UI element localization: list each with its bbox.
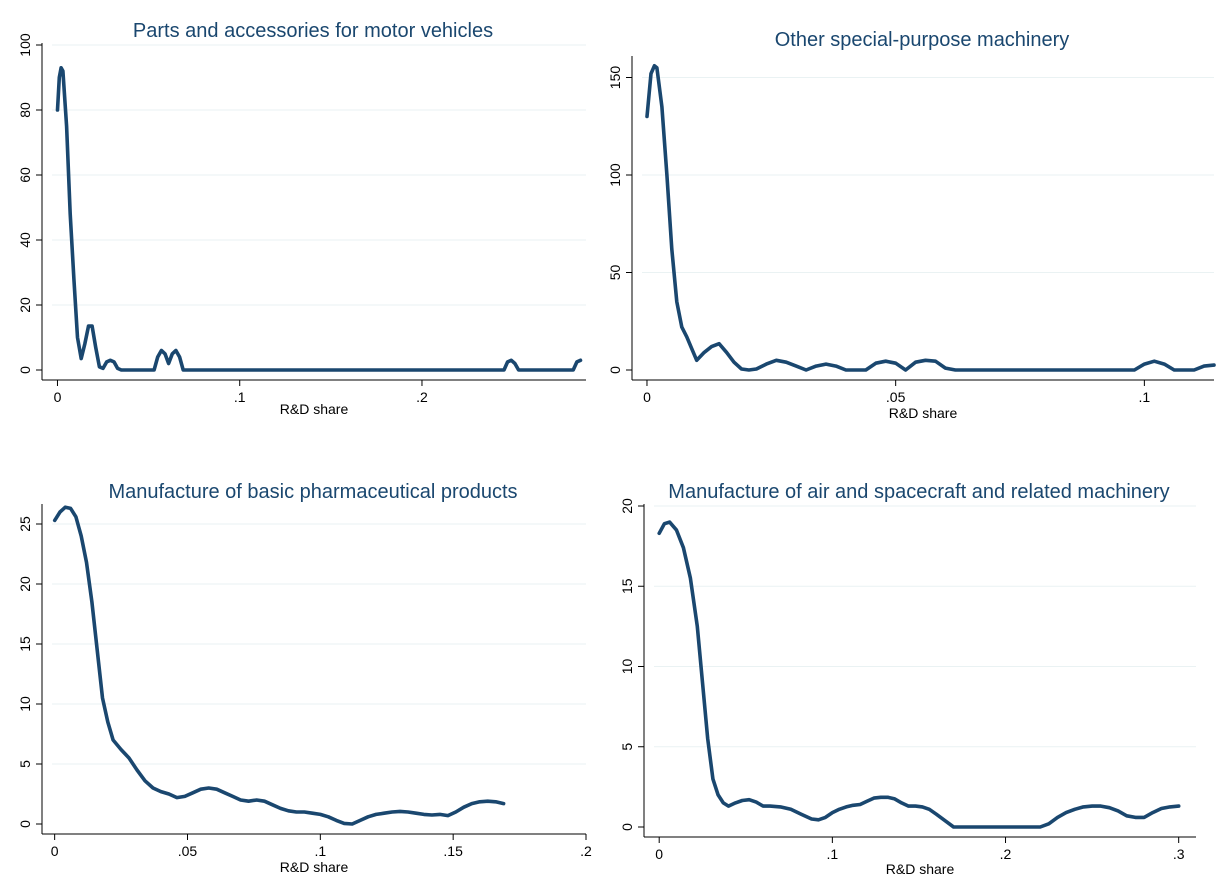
y-tick-label: 0 (17, 366, 33, 374)
x-tick-label: 0 (655, 846, 663, 862)
x-tick-label: .1 (234, 389, 246, 405)
x-axis-label: R&D share (889, 405, 958, 421)
y-tick-label: 15 (17, 636, 33, 652)
x-tick-label: .15 (443, 843, 463, 859)
x-tick-label: .2 (1000, 846, 1012, 862)
y-tick-label: 5 (17, 760, 33, 768)
density-line (657, 520, 1181, 829)
x-axis-label: R&D share (280, 859, 349, 875)
y-tick-label: 10 (17, 696, 33, 712)
y-tick-label: 60 (17, 167, 33, 183)
chart-title: Manufacture of air and spacecraft and re… (668, 481, 1169, 503)
y-tick-label: 25 (17, 516, 33, 532)
chart-panel-3: 0 5 10 15 20 25 0 .05 .1 .15 .2 Manufacture of basi… (0, 458, 596, 890)
y-tick-label: 0 (17, 820, 33, 828)
y-tick-label: 20 (17, 297, 33, 313)
chart-panel-4: 0 5 10 15 20 0 .1 .2 .3 Manufacture of air and sp… (604, 458, 1225, 890)
x-tick-label: .1 (827, 846, 839, 862)
chart-svg-3: 0 5 10 15 20 25 0 .05 .1 .15 .2 Manufacture of basi… (17, 481, 592, 875)
y-tick-label: 20 (619, 498, 635, 514)
y-tick-label: 15 (619, 578, 635, 594)
y-tick-label: 150 (607, 66, 623, 90)
density-line (52, 505, 506, 826)
x-tick-label: 0 (51, 843, 59, 859)
density-line (645, 63, 1216, 372)
x-tick-label: 0 (643, 389, 651, 405)
chart-title: Parts and accessories for motor vehicles (133, 20, 493, 42)
chart-title: Other special-purpose machinery (775, 29, 1070, 51)
y-tick-label: 100 (607, 163, 623, 187)
y-tick-label: 10 (619, 659, 635, 675)
x-tick-label: .3 (1173, 846, 1185, 862)
x-tick-label: .2 (416, 389, 428, 405)
chart-title: Manufacture of basic pharmaceutical prod… (108, 481, 517, 503)
x-axis-label: R&D share (886, 861, 955, 877)
chart-panel-2: 0 50 100 150 0 .05 .1 Other special-purpose mac… (596, 8, 1225, 440)
x-tick-label: .1 (314, 843, 326, 859)
x-tick-label: 0 (54, 389, 62, 405)
chart-svg-4: 0 5 10 15 20 0 .1 .2 .3 Manufacture of air and sp… (619, 481, 1196, 877)
y-tick-label: 0 (619, 823, 635, 831)
y-tick-label: 80 (17, 102, 33, 118)
x-tick-label: .1 (1139, 389, 1151, 405)
x-tick-label: .05 (886, 389, 906, 405)
x-axis-label: R&D share (280, 401, 349, 417)
density-line (55, 66, 583, 372)
x-tick-label: .05 (178, 843, 198, 859)
y-tick-label: 5 (619, 743, 635, 751)
y-tick-label: 100 (17, 33, 33, 57)
chart-svg-2: 0 50 100 150 0 .05 .1 Other special-purpose mac… (607, 29, 1216, 421)
y-tick-label: 50 (607, 265, 623, 281)
y-tick-label: 20 (17, 576, 33, 592)
x-tick-label: .2 (580, 843, 592, 859)
y-tick-label: 40 (17, 232, 33, 248)
y-tick-label: 0 (607, 366, 623, 374)
